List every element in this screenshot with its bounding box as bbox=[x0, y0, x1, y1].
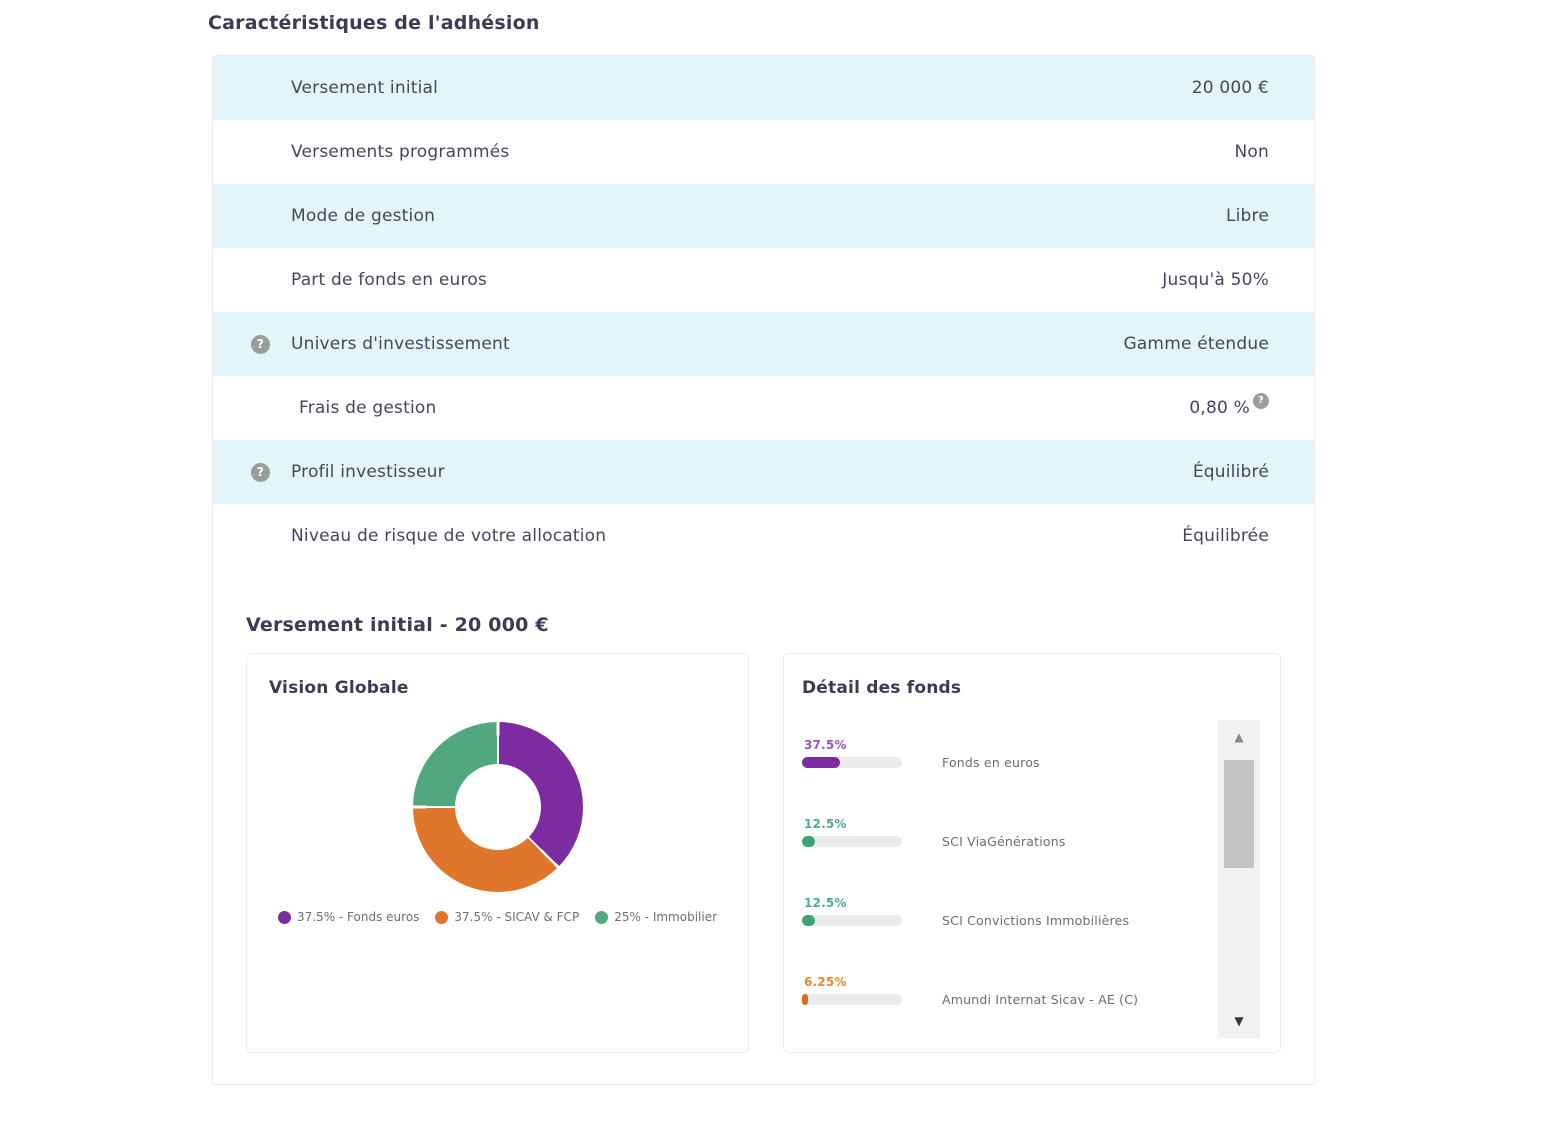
legend-item: 37.5% - SICAV & FCP bbox=[435, 910, 579, 924]
fund-item: 12.5% SCI Convictions Immobilières bbox=[802, 896, 1280, 928]
fund-bar-row: Fonds en euros bbox=[802, 755, 1280, 770]
scrollbar-thumb[interactable] bbox=[1224, 760, 1254, 868]
row-value: Non bbox=[1234, 142, 1269, 162]
legend-dot-icon bbox=[595, 910, 609, 924]
legend-item: 37.5% - Fonds euros bbox=[277, 910, 420, 924]
fund-pct: 37.5% bbox=[804, 738, 847, 752]
row-value: 20 000 € bbox=[1191, 78, 1269, 98]
table-row: ? Univers d'investissement Gamme étendue bbox=[213, 312, 1314, 376]
fund-list-scrollbar[interactable]: ▲ ▼ bbox=[1218, 720, 1260, 1038]
legend-dot-icon bbox=[435, 910, 449, 924]
info-tooltip-icon[interactable]: ? bbox=[251, 334, 270, 354]
fund-bar-track bbox=[802, 757, 902, 768]
table-row: Mode de gestion Libre bbox=[213, 184, 1314, 248]
row-label: Part de fonds en euros bbox=[291, 270, 487, 290]
table-row: Part de fonds en euros Jusqu'à 50% bbox=[213, 248, 1314, 312]
fund-bar-fill bbox=[802, 994, 809, 1005]
legend-item: 25% - Immobilier bbox=[595, 910, 717, 924]
table-row: Versement initial 20 000 € bbox=[213, 56, 1314, 120]
legend-label: 25% - Immobilier bbox=[614, 910, 718, 924]
fund-bar-fill bbox=[802, 757, 840, 768]
icon-slot: ? bbox=[251, 462, 291, 482]
fund-name: Amundi Internat Sicav - AE (C) bbox=[942, 992, 1139, 1007]
fund-list: 37.5% Fonds en euros 12.5% bbox=[802, 738, 1280, 1007]
row-label: Univers d'investissement bbox=[291, 334, 510, 354]
donut-chart-wrap bbox=[412, 722, 583, 892]
icon-slot: ? bbox=[251, 334, 291, 354]
table-row: Frais de gestion 0,80 % ? bbox=[213, 376, 1314, 440]
scroll-down-icon[interactable]: ▼ bbox=[1234, 1014, 1244, 1028]
info-tooltip-icon[interactable]: ? bbox=[1253, 393, 1269, 409]
row-label: Versements programmés bbox=[291, 142, 510, 162]
scroll-up-icon[interactable]: ▲ bbox=[1234, 730, 1244, 744]
fund-bar-fill bbox=[802, 915, 815, 926]
row-label: Versement initial bbox=[291, 78, 439, 98]
row-label: Profil investisseur bbox=[291, 462, 445, 482]
row-value: Gamme étendue bbox=[1123, 334, 1269, 354]
row-value: Jusqu'à 50% bbox=[1162, 270, 1269, 290]
row-value: 0,80 % ? bbox=[1189, 393, 1269, 418]
detail-fonds-card: Détail des fonds 37.5% Fonds en euros 12… bbox=[783, 653, 1281, 1053]
characteristics-table: Versement initial 20 000 € Versements pr… bbox=[213, 56, 1314, 568]
membership-panel: Versement initial 20 000 € Versements pr… bbox=[212, 55, 1315, 1085]
fund-pct: 6.25% bbox=[804, 975, 847, 989]
fund-name: SCI ViaGénérations bbox=[942, 834, 1066, 849]
row-value-text: 0,80 % bbox=[1189, 398, 1250, 418]
donut-chart bbox=[412, 722, 583, 892]
legend-label: 37.5% - Fonds euros bbox=[296, 910, 420, 924]
fund-bar-track bbox=[802, 994, 902, 1005]
table-row: Versements programmés Non bbox=[213, 120, 1314, 184]
fund-pct: 12.5% bbox=[804, 896, 847, 910]
fund-item: 6.25% Amundi Internat Sicav - AE (C) bbox=[802, 975, 1280, 1007]
row-value: Libre bbox=[1225, 206, 1269, 226]
fund-item: 37.5% Fonds en euros bbox=[802, 738, 1280, 770]
fund-bar-row: SCI Convictions Immobilières bbox=[802, 913, 1280, 928]
page-title: Caractéristiques de l'adhésion bbox=[208, 12, 540, 34]
card-title: Détail des fonds bbox=[802, 678, 962, 698]
vision-globale-card: Vision Globale 37.5% - Fonds euros 37.5%… bbox=[246, 653, 749, 1053]
fund-name: Fonds en euros bbox=[942, 755, 1040, 770]
fund-bar-track bbox=[802, 836, 902, 847]
row-value: Équilibré bbox=[1192, 462, 1269, 482]
fund-pct: 12.5% bbox=[804, 817, 847, 831]
legend-label: 37.5% - SICAV & FCP bbox=[454, 910, 580, 924]
fund-bar-track bbox=[802, 915, 902, 926]
fund-item: 12.5% SCI ViaGénérations bbox=[802, 817, 1280, 849]
fund-bar-fill bbox=[802, 836, 815, 847]
row-label: Niveau de risque de votre allocation bbox=[291, 526, 607, 546]
info-tooltip-icon[interactable]: ? bbox=[251, 462, 270, 482]
card-title: Vision Globale bbox=[269, 678, 409, 698]
allocation-cards: Vision Globale 37.5% - Fonds euros 37.5%… bbox=[213, 653, 1314, 1053]
chart-legend: 37.5% - Fonds euros 37.5% - SICAV & FCP … bbox=[269, 910, 726, 924]
fund-name: SCI Convictions Immobilières bbox=[942, 913, 1130, 928]
section-title: Versement initial - 20 000 € bbox=[246, 614, 549, 636]
row-value: Équilibrée bbox=[1182, 526, 1269, 546]
table-row: ? Profil investisseur Équilibré bbox=[213, 440, 1314, 504]
table-row: Niveau de risque de votre allocation Équ… bbox=[213, 504, 1314, 568]
row-label: Mode de gestion bbox=[291, 206, 436, 226]
row-label: Frais de gestion bbox=[299, 398, 437, 418]
legend-dot-icon bbox=[277, 910, 291, 924]
fund-bar-row: Amundi Internat Sicav - AE (C) bbox=[802, 992, 1280, 1007]
fund-bar-row: SCI ViaGénérations bbox=[802, 834, 1280, 849]
